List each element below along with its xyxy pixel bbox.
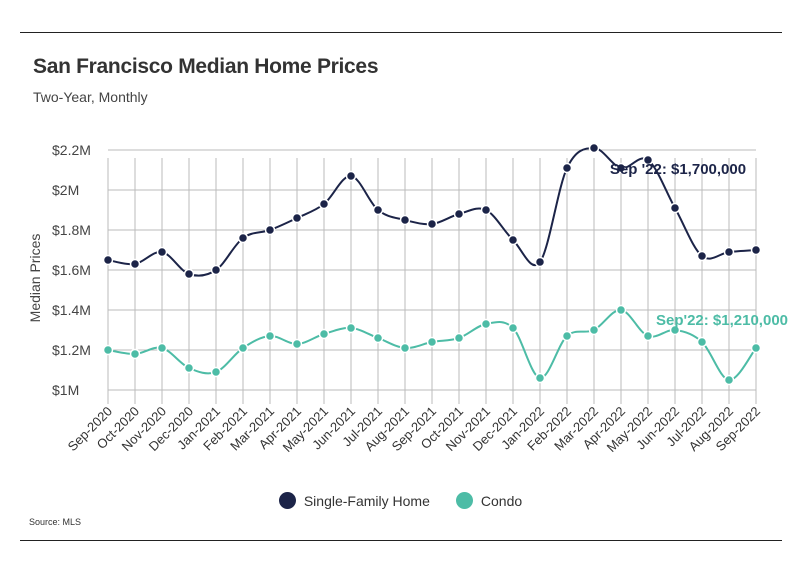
bottom-rule bbox=[20, 540, 782, 541]
data-point-single-family-home bbox=[318, 198, 330, 210]
data-point-condo bbox=[534, 372, 546, 384]
data-point-condo bbox=[345, 322, 357, 334]
data-point-single-family-home bbox=[561, 162, 573, 174]
data-point-condo bbox=[750, 342, 762, 354]
data-point-condo bbox=[615, 304, 627, 316]
data-point-single-family-home bbox=[399, 214, 411, 226]
y-tick-label: $2M bbox=[52, 182, 79, 198]
data-point-single-family-home bbox=[237, 232, 249, 244]
data-point-condo bbox=[426, 336, 438, 348]
data-point-condo bbox=[156, 342, 168, 354]
chart-title: San Francisco Median Home Prices bbox=[33, 55, 379, 78]
data-point-condo bbox=[237, 342, 249, 354]
data-point-single-family-home bbox=[210, 264, 222, 276]
data-point-condo bbox=[183, 362, 195, 374]
data-point-condo bbox=[480, 318, 492, 330]
data-point-single-family-home bbox=[345, 170, 357, 182]
annotations: Sep '22: $1,700,000 Sep'22: $1,210,000 bbox=[610, 161, 788, 329]
y-tick-label: $1M bbox=[52, 382, 79, 398]
legend-swatch-single-family bbox=[278, 492, 296, 509]
series-group bbox=[102, 142, 762, 386]
annotation-single-family-home: Sep '22: $1,700,000 bbox=[610, 161, 746, 178]
legend-label-single-family: Single-Family Home bbox=[303, 492, 430, 509]
data-point-single-family-home bbox=[615, 162, 627, 174]
data-point-single-family-home bbox=[696, 250, 708, 262]
x-axis-ticks: Sep-2020Oct-2020Nov-2020Dec-2020Jan-2021… bbox=[65, 404, 763, 455]
y-axis-ticks: $1M $1.2M $1.4M $1.6M $1.8M $2M $2.2M bbox=[52, 142, 91, 398]
legend-label-condo: Condo bbox=[480, 492, 523, 509]
data-point-single-family-home bbox=[291, 212, 303, 224]
y-tick-label: $1.8M bbox=[52, 222, 91, 238]
data-point-single-family-home bbox=[102, 254, 114, 266]
y-tick-label: $1.6M bbox=[52, 262, 91, 278]
data-point-condo bbox=[642, 330, 654, 342]
data-point-single-family-home bbox=[129, 258, 141, 270]
legend-item-condo: Condo bbox=[455, 492, 523, 509]
source-note: Source: MLS bbox=[29, 517, 82, 527]
data-point-single-family-home bbox=[183, 268, 195, 280]
data-point-single-family-home bbox=[372, 204, 384, 216]
chart-subtitle: Two-Year, Monthly bbox=[33, 89, 148, 105]
data-point-single-family-home bbox=[669, 202, 681, 214]
data-point-condo bbox=[318, 328, 330, 340]
data-point-condo bbox=[561, 330, 573, 342]
data-point-single-family-home bbox=[156, 246, 168, 258]
data-point-condo bbox=[372, 332, 384, 344]
data-point-single-family-home bbox=[426, 218, 438, 230]
data-point-single-family-home bbox=[588, 142, 600, 154]
data-point-condo bbox=[129, 348, 141, 360]
data-point-condo bbox=[669, 324, 681, 336]
legend-item-single-family: Single-Family Home bbox=[278, 492, 430, 509]
data-point-condo bbox=[588, 324, 600, 336]
data-point-single-family-home bbox=[642, 154, 654, 166]
data-point-single-family-home bbox=[264, 224, 276, 236]
data-point-condo bbox=[291, 338, 303, 350]
annotation-condo: Sep'22: $1,210,000 bbox=[656, 312, 788, 329]
y-tick-label: $2.2M bbox=[52, 142, 91, 158]
y-tick-label: $1.4M bbox=[52, 302, 91, 318]
data-point-condo bbox=[102, 344, 114, 356]
data-point-single-family-home bbox=[750, 244, 762, 256]
data-point-single-family-home bbox=[453, 208, 465, 220]
data-point-single-family-home bbox=[534, 256, 546, 268]
data-point-condo bbox=[264, 330, 276, 342]
data-point-single-family-home bbox=[507, 234, 519, 246]
data-point-single-family-home bbox=[480, 204, 492, 216]
y-axis-label: Median Prices bbox=[27, 234, 43, 323]
data-point-condo bbox=[507, 322, 519, 334]
data-point-single-family-home bbox=[723, 246, 735, 258]
data-point-condo bbox=[210, 366, 222, 378]
y-tick-label: $1.2M bbox=[52, 342, 91, 358]
legend: Single-Family Home Condo bbox=[0, 492, 801, 509]
data-point-condo bbox=[399, 342, 411, 354]
data-point-condo bbox=[453, 332, 465, 344]
data-point-condo bbox=[723, 374, 735, 386]
top-rule bbox=[20, 32, 782, 33]
gridlines bbox=[107, 149, 757, 404]
data-point-condo bbox=[696, 336, 708, 348]
legend-swatch-condo bbox=[455, 492, 473, 509]
